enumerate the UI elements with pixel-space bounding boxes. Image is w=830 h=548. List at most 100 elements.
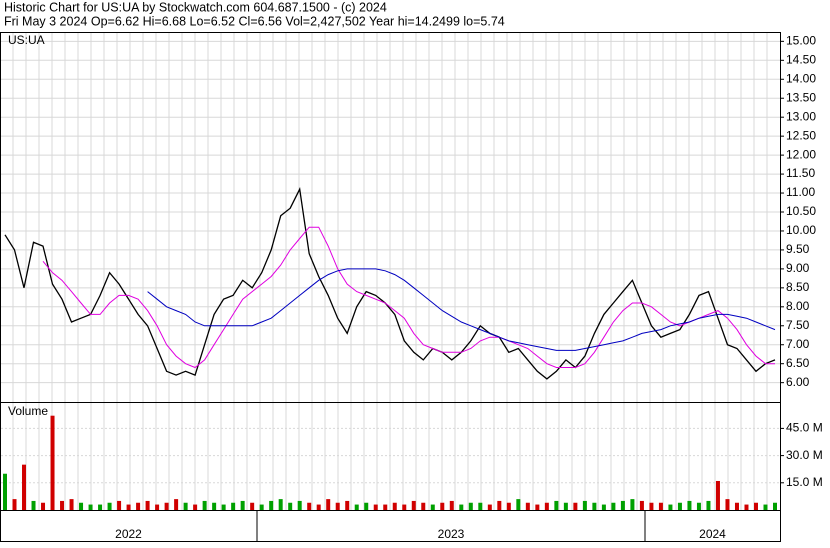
volume-legend: Volume: [8, 404, 48, 418]
y-tick-label: 9.00: [786, 261, 810, 275]
y-tick-label: 8.50: [786, 280, 810, 294]
volume-bar: [554, 500, 559, 510]
volume-bar: [193, 504, 198, 510]
volume-bar: [611, 502, 616, 510]
volume-bar: [440, 502, 445, 510]
date-strip: [0, 510, 781, 542]
volume-bar: [487, 504, 492, 510]
volume-bar: [402, 504, 407, 510]
y-tick-label: 12.00: [786, 147, 816, 161]
volume-bar: [459, 504, 464, 510]
y-tick-label: 13.50: [786, 90, 816, 104]
y-tick-label: 14.00: [786, 71, 816, 85]
volume-bar: [753, 502, 758, 510]
volume-bar: [734, 502, 739, 510]
y-tick-label: 11.00: [786, 185, 815, 199]
volume-bar: [715, 480, 720, 510]
volume-bar: [250, 502, 255, 510]
volume-bar: [658, 502, 663, 510]
price-legend: US:UA: [8, 33, 45, 47]
volume-bar: [326, 499, 331, 510]
volume-bar: [687, 500, 692, 510]
y-tick-label: 10.50: [786, 204, 816, 218]
y-tick-label: 12.50: [786, 128, 816, 142]
volume-bar: [126, 504, 131, 510]
volume-bar: [516, 499, 521, 510]
volume-bar: [677, 502, 682, 510]
y-tick-label: 10.00: [786, 223, 816, 237]
volume-bar: [145, 500, 150, 510]
header-line2: Fri May 3 2024 Op=6.62 Hi=6.68 Lo=6.52 C…: [4, 14, 505, 28]
volume-bar: [506, 502, 511, 510]
volume-bar: [202, 500, 207, 510]
y-tick-label: 6.00: [786, 375, 810, 389]
volume-bar: [22, 464, 27, 510]
y-tick-label: 9.50: [786, 242, 810, 256]
y-tick-label: 13.00: [786, 109, 816, 123]
volume-bar: [297, 500, 302, 510]
y-tick-label: 11.50: [786, 166, 815, 180]
y-tick-label: 15.0 M: [786, 475, 823, 489]
volume-bar: [69, 499, 74, 510]
volume-bar: [592, 502, 597, 510]
volume-bar: [421, 502, 426, 510]
x-period-label: 2023: [438, 527, 465, 541]
volume-bar: [174, 499, 179, 510]
volume-bar: [259, 504, 264, 510]
volume-bar: [601, 504, 606, 510]
volume-bar: [41, 502, 46, 510]
price-line: [4, 187, 776, 380]
volume-bar: [307, 502, 312, 510]
y-tick-label: 14.50: [786, 52, 816, 66]
volume-bar: [278, 499, 283, 510]
volume-bar: [269, 500, 274, 510]
volume-bar: [50, 415, 55, 510]
header-line1: Historic Chart for US:UA by Stockwatch.c…: [4, 0, 387, 14]
volume-bar: [525, 502, 530, 510]
volume-bar: [183, 502, 188, 510]
volume-bar: [630, 499, 635, 510]
volume-bar: [212, 502, 217, 510]
y-tick-label: 45.0 M: [786, 421, 823, 435]
volume-bar: [535, 504, 540, 510]
volume-bar: [468, 502, 473, 510]
volume-bar: [3, 473, 7, 510]
volume-bar: [478, 502, 483, 510]
x-period-label: 2024: [699, 527, 726, 541]
volume-bar: [231, 502, 236, 510]
volume-bar: [744, 504, 749, 510]
volume-bar: [392, 502, 397, 510]
volume-bar: [706, 500, 711, 510]
volume-bar: [725, 499, 730, 510]
volume-bar: [563, 502, 568, 510]
volume-bar: [449, 500, 454, 510]
volume-bar: [136, 502, 141, 510]
volume-bar: [354, 504, 359, 510]
volume-bar: [288, 502, 293, 510]
volume-bar: [497, 500, 502, 510]
volume-bar: [696, 502, 701, 510]
volume-bar: [373, 504, 378, 510]
volume-bar: [649, 502, 654, 510]
volume-bar: [79, 502, 84, 510]
y-tick-label: 7.50: [786, 318, 810, 332]
volume-bar: [316, 504, 321, 510]
volume-bar: [240, 500, 245, 510]
volume-bar: [411, 500, 416, 510]
volume-bar: [164, 502, 169, 510]
y-tick-label: 30.0 M: [786, 448, 823, 462]
volume-bar: [12, 499, 17, 510]
price-line: [147, 268, 776, 351]
volume-bar: [620, 500, 625, 510]
volume-bar: [430, 504, 435, 510]
y-tick-label: 6.50: [786, 356, 810, 370]
volume-bar: [117, 500, 122, 510]
y-tick-label: 15.00: [786, 34, 816, 48]
y-tick-label: 8.00: [786, 299, 810, 313]
volume-bar: [668, 504, 673, 510]
volume-bar: [88, 504, 93, 510]
volume-bar: [221, 504, 226, 510]
volume-bar: [155, 504, 160, 510]
volume-bar: [364, 502, 369, 510]
